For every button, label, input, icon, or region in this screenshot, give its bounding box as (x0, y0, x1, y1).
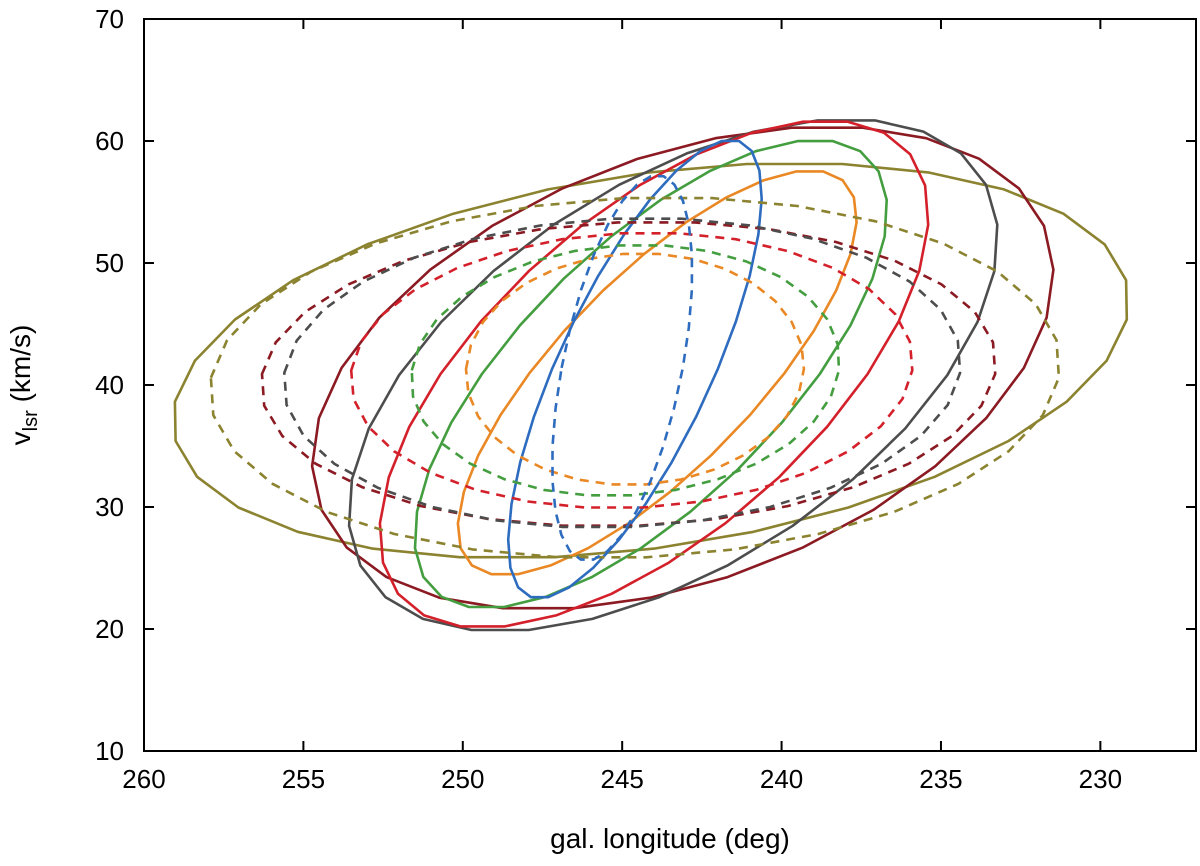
series-contour-dashed-8 (260, 221, 997, 528)
y-tick-label: 30 (95, 492, 124, 522)
y-tick-label: 50 (95, 248, 124, 278)
x-tick-label: 235 (919, 764, 962, 794)
series-contour-solid-4 (413, 139, 889, 609)
y-axis-label-subscript: lsr (20, 410, 42, 431)
series-contour-solid-2 (347, 119, 999, 632)
series-contour-dashed-7 (209, 196, 1061, 559)
y-axis-label-unit: (km/s) (5, 325, 36, 411)
series-contour-solid-0 (173, 162, 1129, 559)
series-contour-dashed-9 (282, 217, 962, 529)
y-tick-label: 20 (95, 614, 124, 644)
y-tick-label: 40 (95, 370, 124, 400)
series-layer (173, 119, 1129, 632)
series-contour-solid-6 (506, 139, 764, 599)
y-tick-label: 60 (95, 126, 124, 156)
y-tick-label: 70 (95, 4, 124, 34)
y-tick-label: 10 (95, 736, 124, 766)
y-axis-label: vlsr (km/s) (5, 325, 42, 446)
x-tick-label: 230 (1079, 764, 1122, 794)
ticks-layer: 260 255 250 245 240 235 230 10 20 30 40 50 60 70 (95, 4, 1196, 794)
series-contour-solid-1 (310, 126, 1055, 610)
series-contour-dashed-13 (551, 174, 694, 561)
x-tick-label: 255 (282, 764, 325, 794)
x-tick-label: 260 (122, 764, 165, 794)
x-tick-label: 245 (600, 764, 643, 794)
series-contour-dashed-12 (464, 252, 806, 486)
x-tick-label: 250 (441, 764, 484, 794)
x-axis-label: gal. longitude (deg) (550, 823, 790, 854)
y-axis-label-main: v (5, 431, 36, 445)
series-contour-dashed-11 (410, 244, 841, 497)
x-tick-label: 240 (760, 764, 803, 794)
series-contour-dashed-10 (349, 232, 914, 509)
